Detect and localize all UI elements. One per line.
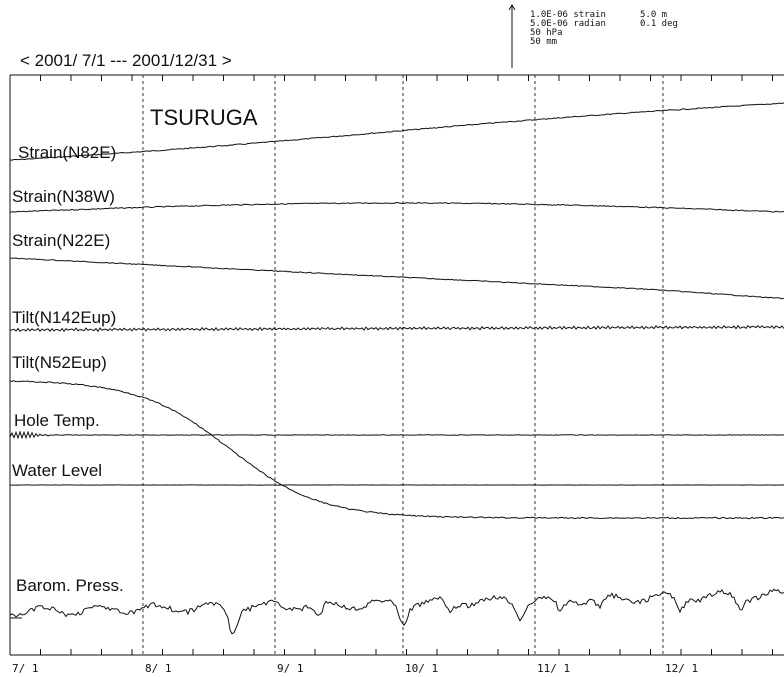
date-label: 11/ 1: [537, 662, 570, 675]
scale-text: 5.0 m: [640, 10, 667, 20]
trace: [10, 102, 784, 161]
scale-text: 50 hPa: [530, 28, 563, 38]
scale-text: 5.0E-06 radian: [530, 19, 606, 29]
station-name: TSURUGA: [150, 105, 258, 130]
trace: [9, 324, 784, 333]
trace-label: Strain(N22E): [12, 231, 110, 250]
trace-label: Hole Temp.: [14, 411, 100, 430]
scale-text: 50 mm: [530, 37, 557, 47]
trace: [9, 380, 784, 520]
trace-label: Tilt(N52Eup): [12, 353, 107, 372]
scale-text: 1.0E-06 strain: [530, 10, 606, 20]
trace: [9, 257, 784, 300]
plot-frame: [9, 74, 784, 656]
trace: [9, 588, 784, 635]
trace-label: Water Level: [12, 461, 102, 480]
scale-text: 0.1 deg: [640, 19, 678, 29]
date-label: 9/ 1: [277, 662, 304, 675]
date-label: 12/ 1: [665, 662, 698, 675]
trace-label: Barom. Press.: [16, 576, 124, 595]
trace: [9, 430, 784, 440]
trace-label: Strain(N38W): [12, 187, 115, 206]
trace-label: Tilt(N142Eup): [12, 308, 116, 327]
date-label: 8/ 1: [145, 662, 172, 675]
trace-label: Strain(N82E): [18, 143, 116, 162]
scale-arrow: [508, 4, 516, 11]
period: < 2001/ 7/1 --- 2001/12/31 >: [20, 51, 232, 70]
date-label: 10/ 1: [405, 662, 438, 675]
date-label: 7/ 1: [12, 662, 39, 675]
trace: [9, 201, 784, 213]
